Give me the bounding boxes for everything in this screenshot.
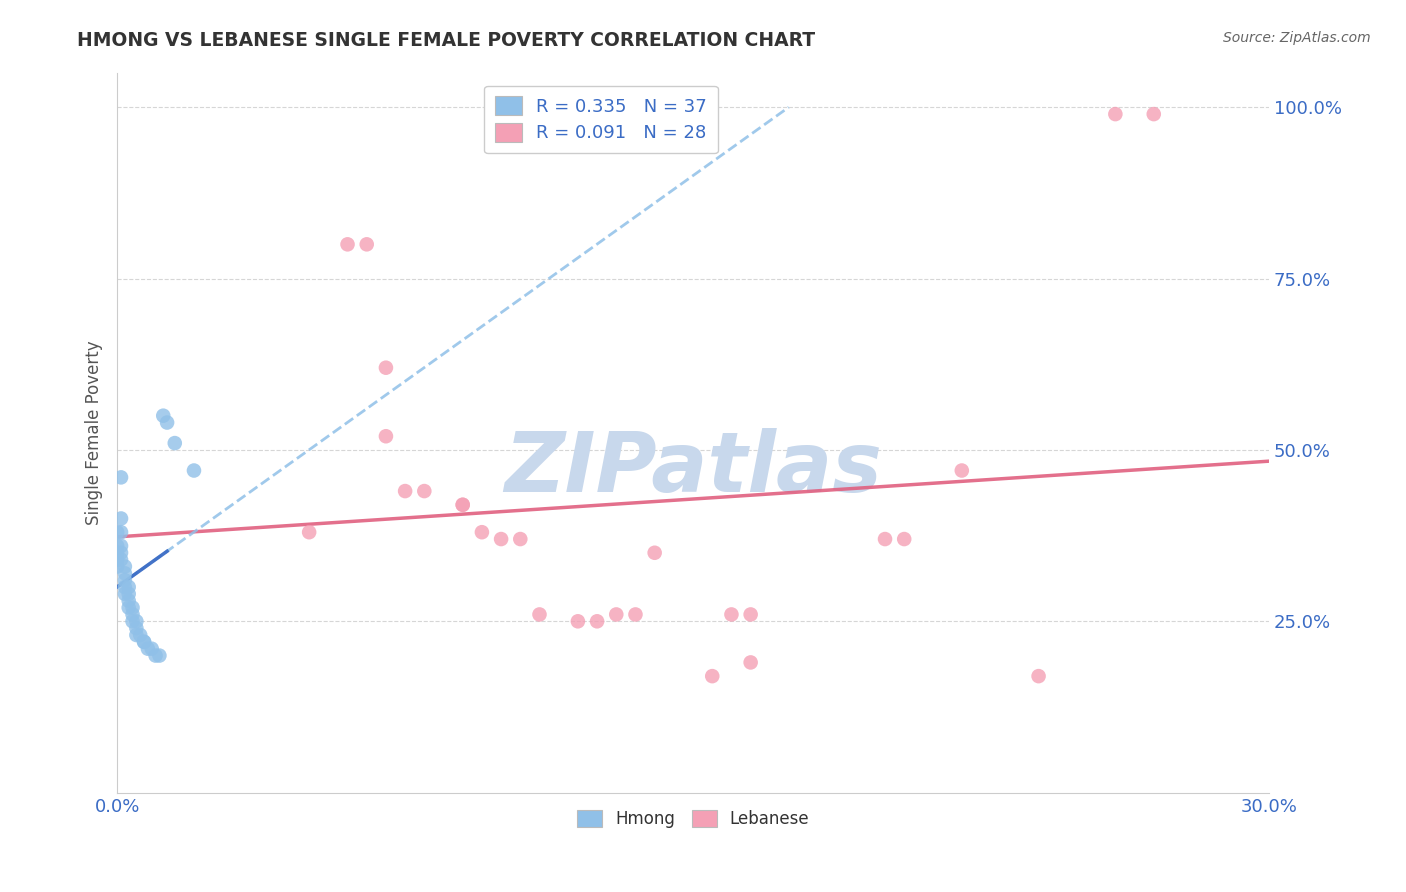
Point: [125, 621, 148, 635]
Point: [114, 573, 136, 587]
Point: [118, 587, 141, 601]
Point: [110, 525, 132, 540]
Point: [105, 559, 128, 574]
Point: [105, 539, 128, 553]
Point: [394, 484, 416, 499]
Point: [489, 532, 512, 546]
Point: [114, 566, 136, 581]
Point: [145, 648, 167, 663]
Point: [451, 498, 474, 512]
Point: [132, 635, 155, 649]
Legend: Hmong, Lebanese: Hmong, Lebanese: [569, 803, 815, 835]
Point: [118, 580, 141, 594]
Point: [336, 237, 359, 252]
Point: [110, 546, 132, 560]
Point: [148, 648, 170, 663]
Point: [114, 580, 136, 594]
Point: [356, 237, 378, 252]
Point: [873, 532, 896, 546]
Point: [110, 470, 132, 484]
Point: [121, 600, 143, 615]
Point: [136, 641, 159, 656]
Point: [156, 416, 179, 430]
Point: [720, 607, 742, 622]
Point: [125, 615, 148, 629]
Point: [471, 525, 494, 540]
Point: [183, 463, 205, 477]
Point: [121, 615, 143, 629]
Point: [740, 656, 762, 670]
Point: [110, 552, 132, 566]
Text: Source: ZipAtlas.com: Source: ZipAtlas.com: [1223, 31, 1371, 45]
Point: [509, 532, 531, 546]
Point: [114, 587, 136, 601]
Point: [1028, 669, 1050, 683]
Point: [114, 559, 136, 574]
Text: HMONG VS LEBANESE SINGLE FEMALE POVERTY CORRELATION CHART: HMONG VS LEBANESE SINGLE FEMALE POVERTY …: [77, 31, 815, 50]
Point: [624, 607, 647, 622]
Point: [740, 607, 762, 622]
Point: [298, 525, 321, 540]
Y-axis label: Single Female Poverty: Single Female Poverty: [86, 341, 103, 525]
Point: [893, 532, 915, 546]
Point: [105, 525, 128, 540]
Point: [644, 546, 666, 560]
Point: [950, 463, 973, 477]
Point: [110, 511, 132, 525]
Point: [374, 429, 396, 443]
Point: [567, 615, 589, 629]
Point: [132, 635, 155, 649]
Text: ZIPatlas: ZIPatlas: [505, 428, 882, 509]
Point: [118, 600, 141, 615]
Point: [118, 593, 141, 607]
Point: [141, 641, 163, 656]
Point: [163, 436, 186, 450]
Point: [586, 615, 609, 629]
Point: [110, 539, 132, 553]
Point: [105, 552, 128, 566]
Point: [374, 360, 396, 375]
Point: [1143, 107, 1166, 121]
Point: [702, 669, 724, 683]
Point: [413, 484, 436, 499]
Point: [129, 628, 152, 642]
Point: [529, 607, 551, 622]
Point: [1104, 107, 1126, 121]
Point: [605, 607, 627, 622]
Point: [152, 409, 174, 423]
Point: [125, 628, 148, 642]
Point: [105, 546, 128, 560]
Point: [121, 607, 143, 622]
Point: [451, 498, 474, 512]
